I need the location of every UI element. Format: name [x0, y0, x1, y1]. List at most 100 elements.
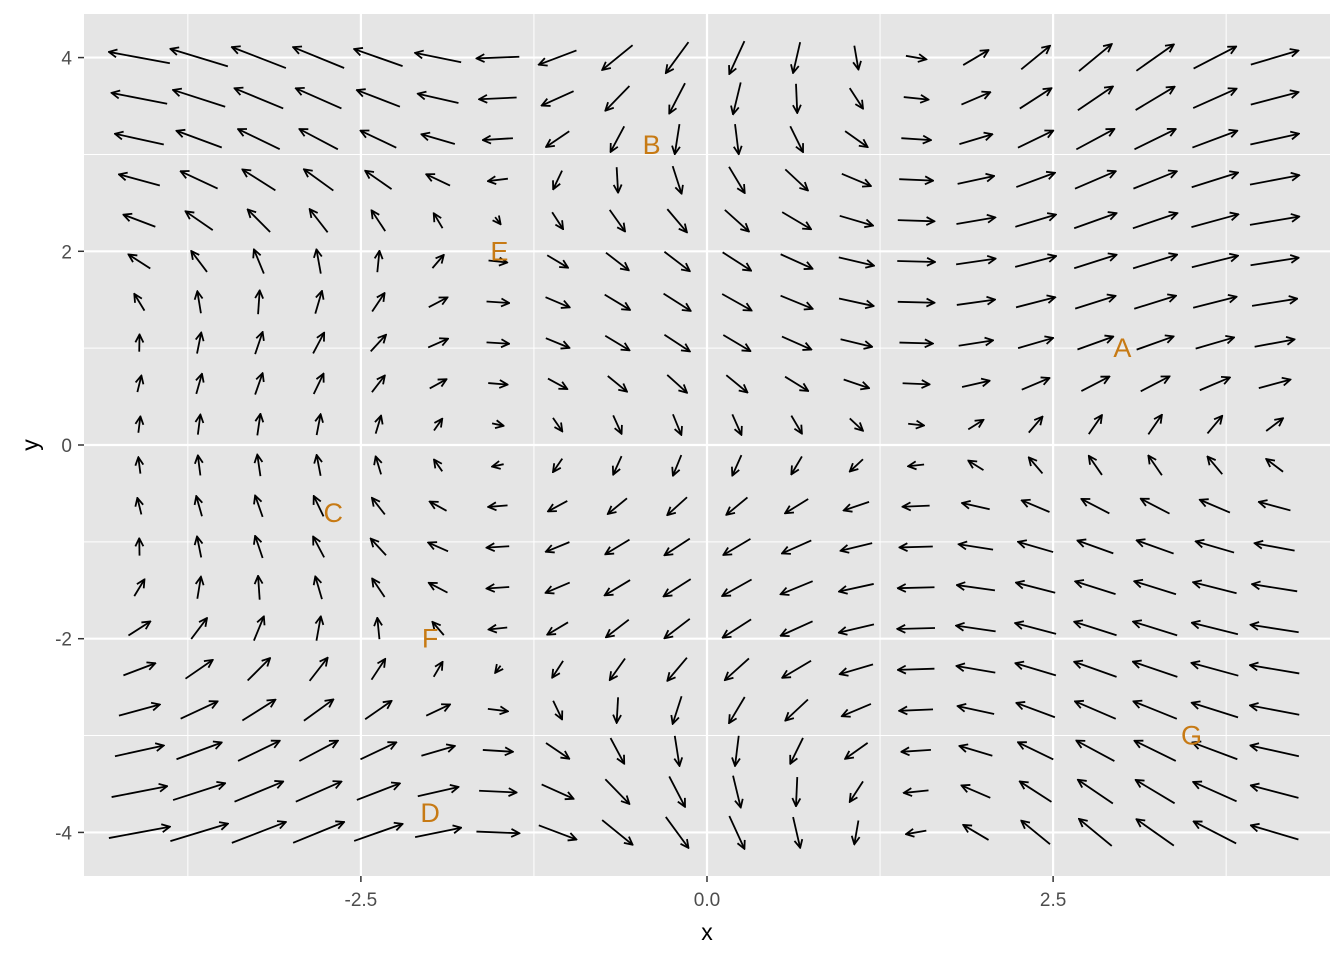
vector-arrow: [109, 52, 171, 65]
vector-arrow: [1251, 825, 1299, 841]
vector-arrow: [908, 424, 924, 426]
vector-arrow: [242, 169, 276, 192]
vector-arrow: [899, 709, 934, 710]
vector-arrow: [1077, 337, 1113, 351]
vector-arrows: [109, 40, 1300, 849]
vector-arrow: [434, 213, 444, 229]
vector-arrow: [673, 696, 683, 724]
vector-arrow: [791, 455, 803, 474]
point-label-b: B: [643, 130, 661, 160]
vector-arrow: [127, 621, 150, 637]
vector-arrow: [725, 374, 747, 392]
vector-arrow: [137, 498, 141, 515]
vector-arrow: [1134, 581, 1177, 596]
vector-arrow: [902, 383, 930, 384]
vector-arrow: [1140, 376, 1170, 393]
vector-arrow: [1088, 415, 1102, 435]
vector-arrow: [128, 254, 151, 270]
vector-arrow: [138, 416, 140, 433]
vector-arrow: [1250, 705, 1300, 716]
vector-arrow: [1250, 258, 1299, 267]
vector-arrow: [1259, 502, 1291, 512]
vector-arrow: [241, 700, 275, 722]
vector-arrow: [552, 660, 564, 678]
vector-arrow: [479, 98, 517, 100]
vector-arrow: [780, 253, 813, 268]
vector-arrow: [602, 44, 634, 70]
vector-arrow: [722, 251, 751, 270]
vector-arrow: [428, 297, 448, 308]
vector-arrow: [429, 379, 447, 390]
vector-arrow: [956, 666, 996, 674]
vector-arrow: [785, 698, 809, 721]
vector-arrow: [488, 383, 507, 385]
vector-arrow: [1081, 499, 1110, 515]
vector-arrow: [961, 92, 990, 106]
vector-arrow: [663, 251, 689, 271]
vector-arrow: [548, 500, 568, 511]
vector-arrow: [190, 618, 207, 640]
vector-arrow: [796, 777, 797, 806]
vector-arrow: [667, 657, 688, 681]
vector-arrow: [255, 536, 264, 559]
vector-arrow: [854, 820, 858, 845]
vector-arrow: [173, 90, 226, 108]
vector-arrow: [1191, 214, 1238, 228]
vector-arrow: [495, 217, 500, 224]
vector-arrow: [663, 292, 691, 311]
vector-arrow: [1015, 663, 1057, 677]
vector-arrow: [1074, 171, 1116, 190]
vector-arrow: [547, 377, 567, 389]
vector-arrow: [293, 47, 345, 69]
vector-arrow: [246, 658, 270, 682]
vector-arrow: [254, 373, 263, 395]
point-label-f: F: [422, 624, 439, 654]
point-label-e: E: [490, 236, 508, 266]
vector-arrow: [792, 816, 800, 848]
vector-arrow: [372, 579, 386, 598]
vector-arrow: [606, 618, 630, 638]
vector-arrow: [956, 626, 996, 633]
vector-arrow: [605, 251, 629, 271]
vector-arrow: [1074, 622, 1117, 637]
vector-arrow: [365, 171, 393, 190]
vector-arrow: [1193, 582, 1237, 595]
vector-arrow: [1191, 256, 1238, 269]
vector-arrow: [254, 249, 265, 274]
vector-arrow: [133, 579, 144, 597]
vector-arrow: [843, 378, 869, 389]
vector-arrow: [955, 259, 995, 266]
vector-arrow: [238, 129, 281, 151]
vector-arrow: [785, 498, 809, 513]
y-tick-label: -4: [55, 823, 72, 844]
vector-arrow: [425, 704, 450, 717]
vector-arrow: [961, 381, 990, 388]
vector-arrow: [1192, 297, 1236, 309]
vector-arrow: [1194, 821, 1237, 845]
point-label-c: C: [323, 498, 343, 528]
vector-arrow: [1019, 88, 1052, 110]
vector-arrow: [961, 785, 991, 799]
vector-arrow: [376, 416, 381, 434]
vector-arrow: [839, 214, 873, 226]
vector-arrow: [114, 745, 164, 758]
vector-arrow: [546, 541, 570, 552]
vector-arrow: [726, 496, 749, 514]
vector-arrow: [958, 706, 995, 715]
vector-arrow: [782, 539, 812, 553]
point-label-a: A: [1113, 333, 1131, 363]
vector-arrow: [312, 374, 324, 395]
vector-arrow: [1196, 541, 1235, 554]
vector-arrow: [899, 343, 932, 344]
vector-arrow: [1249, 217, 1299, 226]
vector-arrow: [1073, 213, 1116, 230]
grid-lines: [84, 14, 1330, 876]
vector-arrow: [296, 88, 342, 110]
vector-arrow: [371, 539, 387, 556]
x-axis-ticks: -2.5 0.0 2.5: [345, 876, 1066, 911]
vector-arrow: [545, 742, 569, 759]
vector-arrow: [1251, 625, 1299, 634]
vector-arrow: [1133, 171, 1176, 190]
vector-arrow: [664, 618, 691, 638]
vector-arrow: [732, 775, 741, 808]
